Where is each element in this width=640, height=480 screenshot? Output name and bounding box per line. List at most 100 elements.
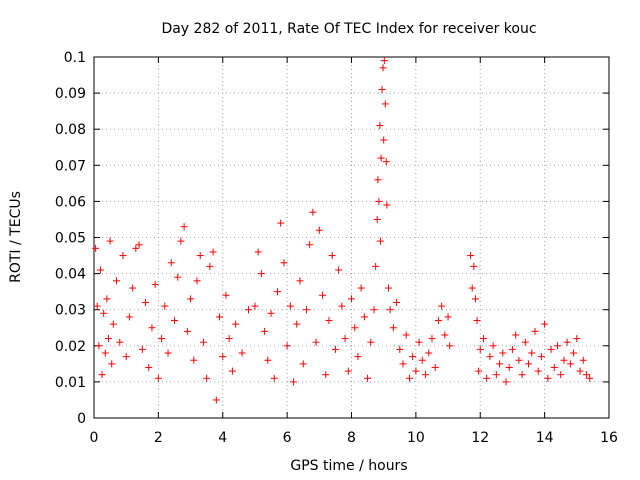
data-point — [148, 324, 156, 332]
data-point — [309, 208, 317, 216]
data-point — [586, 374, 594, 382]
data-point — [367, 338, 375, 346]
data-point — [376, 122, 384, 130]
data-point — [492, 371, 500, 379]
y-tick-label: 0.05 — [55, 231, 86, 247]
data-point — [428, 335, 436, 343]
data-point — [537, 353, 545, 361]
data-point — [225, 335, 233, 343]
data-point — [380, 57, 388, 65]
data-point — [528, 349, 536, 357]
data-point — [502, 378, 510, 386]
data-point — [328, 252, 336, 260]
data-point — [550, 363, 558, 371]
data-point — [151, 280, 159, 288]
data-point — [409, 353, 417, 361]
data-point — [351, 324, 359, 332]
data-point — [299, 360, 307, 368]
data-point — [505, 363, 513, 371]
data-point — [92, 244, 100, 252]
data-point — [554, 342, 561, 350]
axis-ticks: 0 2 4 6 8 10 12 14 16 0 0.01 0.02 0.03 0.04 0.05 0.06 0.… — [55, 50, 618, 446]
data-point — [106, 237, 114, 245]
x-tick-label: 6 — [283, 430, 292, 446]
data-point — [370, 306, 378, 314]
data-point — [206, 262, 214, 270]
data-point — [158, 335, 166, 343]
data-point — [222, 291, 230, 299]
y-tick-label: 0.07 — [55, 158, 86, 174]
data-point — [341, 335, 349, 343]
data-point — [377, 154, 385, 162]
x-tick-label: 10 — [407, 430, 425, 446]
data-point — [383, 201, 391, 209]
data-point — [476, 345, 484, 353]
y-tick-label: 0.1 — [64, 50, 86, 66]
data-points — [92, 57, 594, 404]
data-point — [293, 320, 301, 328]
data-point — [219, 353, 227, 361]
gridlines — [94, 57, 609, 418]
x-tick-label: 12 — [471, 430, 489, 446]
x-axis-label: GPS time / hours — [290, 458, 407, 474]
data-point — [483, 374, 491, 382]
data-point — [471, 295, 479, 303]
data-point — [209, 248, 217, 256]
data-point — [251, 302, 259, 310]
y-tick-label: 0 — [77, 411, 86, 427]
data-point — [354, 353, 362, 361]
data-point — [270, 374, 278, 382]
data-point — [582, 371, 590, 379]
x-tick-label: 14 — [536, 430, 554, 446]
data-point — [446, 342, 454, 350]
x-tick-label: 0 — [90, 430, 99, 446]
data-point — [434, 317, 442, 325]
data-point — [164, 349, 172, 357]
data-point — [312, 338, 320, 346]
data-point — [560, 356, 568, 364]
data-point — [245, 306, 252, 314]
data-point — [125, 313, 133, 321]
data-point — [415, 338, 423, 346]
data-point — [96, 266, 104, 274]
data-point — [467, 252, 475, 260]
data-point — [541, 320, 549, 328]
data-point — [499, 349, 507, 357]
data-point — [422, 371, 430, 379]
data-point — [479, 335, 487, 343]
data-point — [521, 338, 529, 346]
data-point — [113, 277, 121, 285]
data-point — [238, 349, 246, 357]
y-tick-label: 0.09 — [55, 86, 86, 102]
data-point — [306, 241, 314, 249]
data-point — [372, 262, 380, 270]
data-point — [170, 317, 178, 325]
data-point — [129, 284, 137, 292]
data-point — [531, 327, 539, 335]
y-tick-label: 0.06 — [55, 194, 86, 210]
y-tick-label: 0.03 — [55, 303, 86, 319]
data-point — [379, 64, 387, 72]
data-point — [570, 349, 578, 357]
data-point — [119, 252, 127, 260]
data-point — [101, 349, 109, 357]
x-tick-label: 16 — [600, 430, 618, 446]
data-point — [161, 302, 169, 310]
data-point — [518, 371, 526, 379]
data-point — [322, 371, 330, 379]
data-point — [174, 273, 182, 281]
data-point — [468, 284, 476, 292]
x-tick-label: 4 — [218, 430, 227, 446]
data-point — [315, 226, 323, 234]
data-point — [378, 85, 386, 93]
data-point — [396, 345, 404, 353]
data-point — [280, 259, 288, 267]
data-point — [496, 360, 504, 368]
data-point — [290, 378, 298, 386]
data-point — [344, 367, 352, 375]
data-point — [228, 367, 236, 375]
data-point — [393, 298, 401, 306]
data-point — [100, 309, 108, 317]
data-point — [254, 248, 262, 256]
